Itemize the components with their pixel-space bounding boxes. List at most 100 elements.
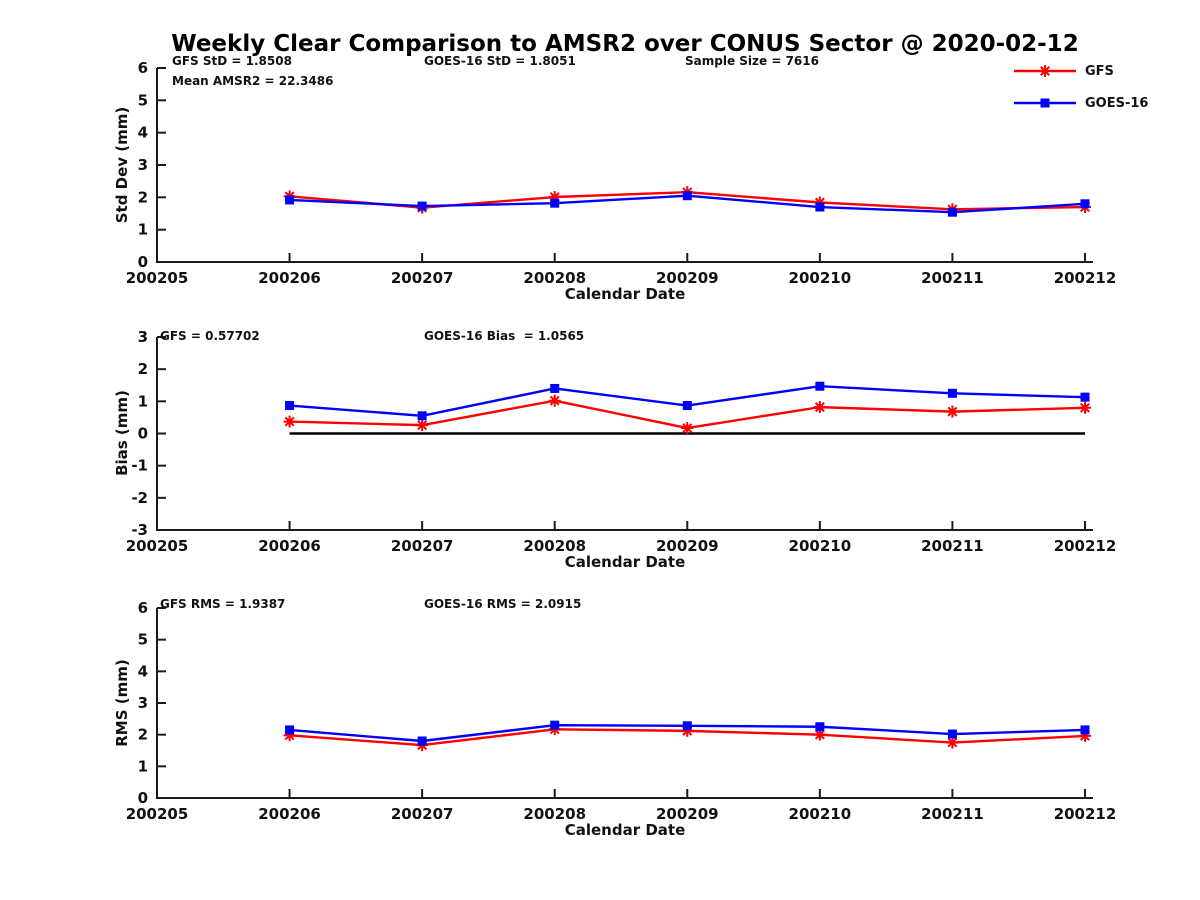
x-tick-label: 200207 xyxy=(391,537,454,555)
asterisk-marker xyxy=(681,422,694,435)
square-marker xyxy=(1080,392,1090,402)
x-tick-label: 200205 xyxy=(126,805,189,823)
legend-label-goes16: GOES-16 xyxy=(1085,95,1149,111)
x-tick-label: 200206 xyxy=(258,537,321,555)
asterisk-marker xyxy=(548,191,561,204)
asterisk-marker xyxy=(283,415,296,428)
annotation-mean-amsr2: Mean AMSR2 = 22.3486 xyxy=(172,74,334,88)
x-tick-label: 200206 xyxy=(258,805,321,823)
asterisk-marker xyxy=(1079,729,1091,742)
asterisk-marker xyxy=(946,405,959,418)
x-tick-label: 200207 xyxy=(391,269,454,287)
x-axis-label-bias: Calendar Date xyxy=(564,553,686,571)
asterisk-marker xyxy=(1039,65,1051,77)
legend-item-goes16: GOES-16 xyxy=(1012,95,1148,111)
square-marker xyxy=(947,388,957,398)
y-tick-label: 6 xyxy=(138,59,148,77)
square-marker xyxy=(815,381,825,391)
annotation-goes-bias: GOES-16 Bias = 1.0565 xyxy=(424,329,585,343)
annotation-sample-size: Sample Size = 7616 xyxy=(685,54,819,68)
y-tick-label: -3 xyxy=(131,521,148,539)
asterisk-marker xyxy=(283,729,296,742)
y-tick-label: 4 xyxy=(138,124,148,142)
square-marker xyxy=(682,721,692,731)
square-marker xyxy=(285,725,295,735)
subplot-bias: -3 -2 -1 0 1 2 3 200205 200206 200207 200208 200209… xyxy=(126,328,1117,555)
asterisk-marker xyxy=(548,394,561,407)
y-tick-label: 2 xyxy=(138,360,148,378)
x-tick-label: 200210 xyxy=(789,805,852,823)
x-axis-label-rms: Calendar Date xyxy=(564,821,686,839)
y-tick-label: -1 xyxy=(131,457,148,475)
square-marker xyxy=(417,201,427,211)
annotation-gfs-rms: GFS RMS = 1.9387 xyxy=(160,597,286,611)
square-marker xyxy=(815,202,825,212)
square-marker xyxy=(285,195,295,205)
annotation-goes-std: GOES-16 StD = 1.8051 xyxy=(424,54,576,68)
legend-label-gfs: GFS xyxy=(1085,63,1114,79)
y-axis-label-stddev: Std Dev (mm) xyxy=(113,106,131,224)
square-marker xyxy=(417,736,427,746)
x-axis-label-stddev: Calendar Date xyxy=(564,285,686,303)
x-tick-label: 200211 xyxy=(921,805,984,823)
y-axis-label-rms: RMS (mm) xyxy=(113,659,131,747)
x-tick-label: 200212 xyxy=(1054,537,1117,555)
y-tick-label: 1 xyxy=(138,221,148,239)
x-tick-label: 200210 xyxy=(789,537,852,555)
y-tick-label: 2 xyxy=(138,726,148,744)
y-tick-label: 5 xyxy=(138,631,148,649)
x-tick-label: 200212 xyxy=(1054,805,1117,823)
asterisk-marker xyxy=(681,724,694,737)
y-tick-label: 1 xyxy=(138,757,148,775)
asterisk-marker xyxy=(813,196,826,209)
subplot-rms: 0 1 2 3 4 5 6 200205 200206 200207 200208 200209 200… xyxy=(126,599,1117,823)
x-tick-label: 200209 xyxy=(656,805,719,823)
asterisk-marker xyxy=(946,736,959,749)
asterisk-marker xyxy=(813,401,826,414)
subplot-std-dev: 0 1 2 3 4 5 6 200205 200206 200207 200208 200209 200… xyxy=(126,59,1117,287)
x-tick-label: 200211 xyxy=(921,269,984,287)
square-marker xyxy=(947,207,957,217)
axis-spine xyxy=(156,68,1093,263)
square-marker xyxy=(682,401,692,411)
y-tick-label: 3 xyxy=(138,328,148,346)
y-axis-label-bias: Bias (mm) xyxy=(113,390,131,476)
annotation-gfs-std: GFS StD = 1.8508 xyxy=(172,54,292,68)
square-marker xyxy=(1080,199,1090,209)
square-marker xyxy=(550,720,560,730)
square-marker xyxy=(550,383,560,393)
annotation-goes-rms: GOES-16 RMS = 2.0915 xyxy=(424,597,582,611)
y-tick-label: 0 xyxy=(138,253,148,271)
axis-spine xyxy=(156,608,1093,799)
asterisk-marker xyxy=(416,419,429,432)
square-marker xyxy=(947,729,957,739)
y-tick-label: 0 xyxy=(138,789,148,807)
figure-title: Weekly Clear Comparison to AMSR2 over CO… xyxy=(171,31,1079,57)
gfs-line-marker-icon xyxy=(1014,65,1076,77)
x-tick-label: 200205 xyxy=(126,269,189,287)
x-tick-label: 200209 xyxy=(656,269,719,287)
square-marker xyxy=(1040,98,1050,108)
y-tick-label: 6 xyxy=(138,599,148,617)
x-tick-label: 200211 xyxy=(921,537,984,555)
square-marker xyxy=(550,198,560,208)
square-marker xyxy=(815,722,825,732)
square-marker xyxy=(285,401,295,411)
y-tick-label: 0 xyxy=(138,425,148,443)
y-tick-label: 3 xyxy=(138,694,148,712)
x-tick-label: 200208 xyxy=(523,805,586,823)
y-tick-label: 4 xyxy=(138,662,148,680)
y-tick-label: 2 xyxy=(138,188,148,206)
x-tick-label: 200208 xyxy=(523,269,586,287)
x-tick-label: 200208 xyxy=(523,537,586,555)
x-tick-label: 200206 xyxy=(258,269,321,287)
y-tick-label: 3 xyxy=(138,156,148,174)
square-marker xyxy=(1080,725,1090,735)
y-tick-label: 5 xyxy=(138,91,148,109)
square-marker xyxy=(417,411,427,421)
y-tick-label: 1 xyxy=(138,392,148,410)
square-marker xyxy=(682,191,692,201)
annotation-gfs-bias: GFS = 0.57702 xyxy=(160,329,260,343)
